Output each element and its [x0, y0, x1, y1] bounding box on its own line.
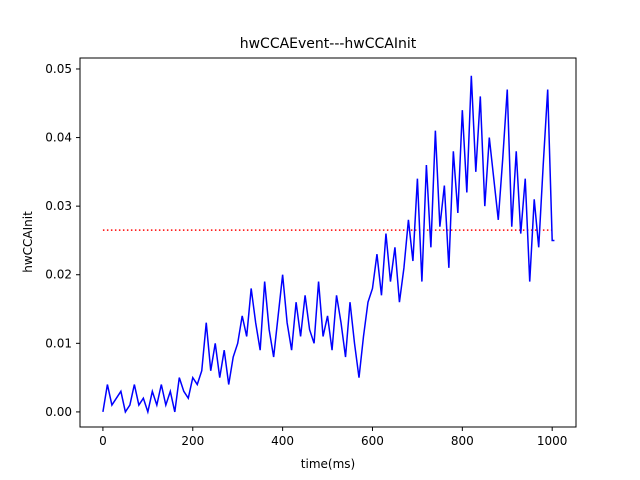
data-line	[102, 75, 555, 415]
y-tick-label: 0.01	[45, 336, 72, 350]
x-tick-label: 0	[99, 434, 107, 448]
chart-title: hwCCAEvent---hwCCAInit	[240, 36, 417, 52]
plot-frame	[79, 57, 577, 428]
x-tick-label: 600	[361, 434, 384, 448]
x-tick-label: 1000	[537, 434, 568, 448]
y-tick-label: 0.00	[45, 405, 72, 419]
x-axis-label: time(ms)	[301, 457, 355, 471]
y-tick-label: 0.05	[45, 62, 72, 76]
y-tick-label: 0.02	[45, 268, 72, 282]
y-tick-label: 0.04	[45, 131, 72, 145]
y-tick-label: 0.03	[45, 199, 72, 213]
x-tick-label: 800	[451, 434, 474, 448]
x-tick-label: 200	[181, 434, 204, 448]
y-axis-label: hwCCAInit	[21, 211, 35, 273]
x-tick-label: 400	[271, 434, 294, 448]
